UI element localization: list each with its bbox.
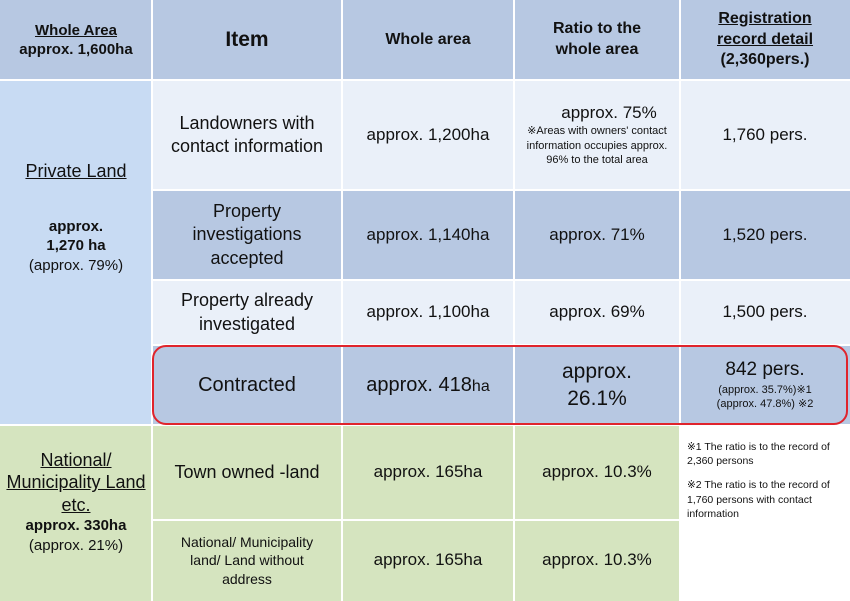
row-accepted-ratio: approx. 71% <box>514 190 680 280</box>
notes-area <box>680 425 850 601</box>
row-town-ratio-value: approx. 10.3% <box>542 462 652 482</box>
grid-line <box>152 519 680 521</box>
row-investigated-area-value: approx. 1,100ha <box>366 302 490 322</box>
row-contact-registration: 1,760 pers. <box>680 80 850 190</box>
private-land-area: approx. 1,270 ha <box>46 217 106 255</box>
row-accepted-area: approx. 1,140ha <box>342 190 514 280</box>
national-land-label: National/ Municipality Land etc. <box>6 449 146 515</box>
row-national-item: National/ Municipality land/ Land withou… <box>152 520 342 601</box>
header-item-label: Item <box>225 28 269 52</box>
header-registration: Registration record detail (2,360pers.) <box>680 0 850 80</box>
row-contracted-registration-value: 842 pers. <box>725 359 805 381</box>
grid-line <box>151 0 153 601</box>
row-investigated-item-label: Property already investigated <box>180 290 314 334</box>
grid-line <box>513 0 515 601</box>
private-land-label: Private Land <box>25 160 127 181</box>
row-investigated-item: Property already investigated <box>152 280 342 345</box>
row-contracted-registration: 842 pers. (approx. 35.7%)※1 (approx. 47.… <box>680 345 850 425</box>
header-whole-area-title: Whole Area <box>35 21 117 39</box>
header-whole-area: Whole Area approx. 1,600ha <box>0 0 152 80</box>
row-contracted-area-number: approx. 418 <box>366 374 472 396</box>
grid-line <box>152 344 850 346</box>
row-contracted-area: approx. 418ha <box>342 345 514 425</box>
row-investigated-registration: 1,500 pers. <box>680 280 850 345</box>
row-town-item-label: Town owned -land <box>174 461 320 482</box>
private-land-ratio: (approx. 79%) <box>28 256 124 274</box>
grid-line <box>152 279 850 281</box>
row-contact-ratio: approx. 75% ※Areas with owners' contact … <box>514 80 680 190</box>
row-town-ratio: approx. 10.3% <box>514 425 680 520</box>
row-national-area: approx. 165ha <box>342 520 514 601</box>
national-land-ratio: (approx. 21%) <box>28 536 124 554</box>
row-accepted-item: Property investigations accepted <box>152 190 342 280</box>
row-accepted-registration: 1,520 pers. <box>680 190 850 280</box>
row-investigated-ratio: approx. 69% <box>514 280 680 345</box>
header-ratio: Ratio to the whole area <box>514 0 680 80</box>
header-ratio-label: Ratio to the whole area <box>553 20 641 58</box>
row-accepted-area-value: approx. 1,140ha <box>366 224 490 244</box>
grid-line <box>152 189 850 191</box>
row-national-item-label: National/ Municipality land/ Land withou… <box>180 534 314 587</box>
row-contact-registration-value: 1,760 pers. <box>722 124 808 144</box>
row-town-area: approx. 165ha <box>342 425 514 520</box>
header-registration-title: Registration record detail <box>716 9 814 48</box>
row-town-item: Town owned -land <box>152 425 342 520</box>
header-item: Item <box>152 0 342 80</box>
private-land-cell: Private Land approx. 1,270 ha (approx. 7… <box>0 80 152 425</box>
row-contracted-registration-note1: (approx. 35.7%)※1 <box>718 384 812 397</box>
row-national-area-value: approx. 165ha <box>373 550 483 570</box>
footnote-1: ※1 The ratio is to the record of 2,360 p… <box>687 441 830 468</box>
header-registration-sub: (2,360pers.) <box>720 51 810 69</box>
row-contracted-ratio: approx. 26.1% <box>514 345 680 425</box>
row-contracted-item-label: Contracted <box>198 374 296 396</box>
row-contact-ratio-value: approx. 75% <box>561 102 657 122</box>
row-contracted-area-unit: ha <box>471 378 490 395</box>
row-contact-ratio-note: ※Areas with owners' contact information … <box>526 124 668 167</box>
row-contracted-registration-note2: (approx. 47.8%) ※2 <box>716 398 814 411</box>
footnote-2: ※2 The ratio is to the record of 1,760 p… <box>687 479 830 520</box>
national-land-cell: National/ Municipality Land etc. approx.… <box>0 425 152 601</box>
national-land-area: approx. 330ha <box>25 517 127 535</box>
header-whole-area-col: Whole area <box>342 0 514 80</box>
row-contact-item: Landowners with contact information <box>152 80 342 190</box>
row-contact-area: approx. 1,200ha <box>342 80 514 190</box>
row-contracted-area-value: approx. 418ha <box>366 372 489 398</box>
grid-line <box>679 0 681 601</box>
grid-line <box>0 79 850 81</box>
row-contact-area-value: approx. 1,200ha <box>366 124 490 144</box>
row-investigated-area: approx. 1,100ha <box>342 280 514 345</box>
row-investigated-registration-value: 1,500 pers. <box>722 302 808 322</box>
row-contact-item-label: Landowners with contact information <box>170 112 324 156</box>
row-accepted-registration-value: 1,520 pers. <box>722 224 808 244</box>
header-whole-area-col-label: Whole area <box>385 30 471 48</box>
row-national-ratio-value: approx. 10.3% <box>542 550 652 570</box>
row-contracted-item: Contracted <box>152 345 342 425</box>
row-accepted-ratio-value: approx. 71% <box>549 224 645 244</box>
header-whole-area-sub: approx. 1,600ha <box>19 41 133 58</box>
grid-line <box>0 424 850 426</box>
grid-line <box>341 0 343 601</box>
row-national-ratio: approx. 10.3% <box>514 520 680 601</box>
row-town-area-value: approx. 165ha <box>373 462 483 482</box>
footnotes: ※1 The ratio is to the record of 2,360 p… <box>687 440 845 531</box>
row-investigated-ratio-value: approx. 69% <box>549 302 645 322</box>
row-contracted-ratio-value: approx. 26.1% <box>561 359 633 410</box>
row-accepted-item-label: Property investigations accepted <box>192 200 302 268</box>
